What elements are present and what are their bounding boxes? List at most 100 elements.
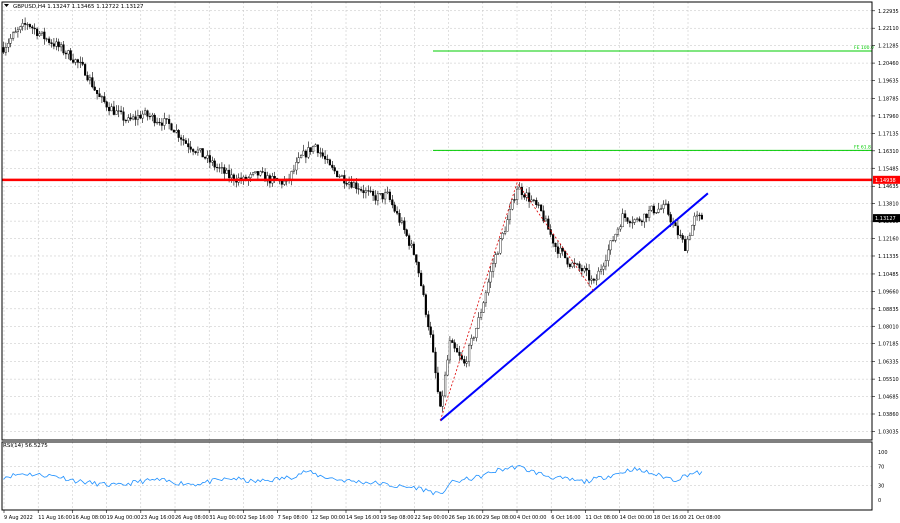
candle-body [580,268,583,272]
candle-body [631,222,634,224]
candle-body [151,114,154,117]
candle [295,157,298,175]
candle-body [194,151,197,153]
candle [45,37,48,42]
candle [624,210,627,222]
price-tick-label: 1.18785 [878,96,899,102]
candle [602,262,605,276]
candle-body [31,26,34,29]
candle-body [179,137,183,140]
candle [213,158,216,171]
candle-body [326,158,329,160]
candle-body [492,263,495,272]
candle-body [83,64,87,76]
candle-body [60,44,63,48]
candle-body [578,263,581,269]
candle [76,58,79,69]
candle-body [633,219,636,223]
candlestick-series [2,17,703,413]
candle-body [379,193,382,195]
candle [187,138,190,154]
candle-body [700,214,703,220]
candle [376,190,379,206]
candle-body [487,281,490,294]
candle [28,23,31,29]
candle [333,165,336,175]
candle-body [9,38,12,44]
time-tick-label: 11 Oct 08:00 [585,515,618,521]
candle-body [283,180,286,185]
candle [424,293,427,318]
candle-body [655,212,658,214]
candle-body [100,96,103,98]
candle [165,118,168,125]
candle [477,312,480,329]
candle-body [556,246,559,254]
candle-body [660,208,663,210]
candle [470,334,473,350]
candle-body [350,182,353,188]
candle [508,203,511,225]
candle [31,24,34,34]
candle [40,31,43,36]
candle [36,27,39,40]
candle-body [427,314,430,328]
candle-body [302,150,305,156]
candle-body [369,190,372,192]
price-tick-label: 1.22935 [878,9,899,15]
candle [463,355,466,367]
candle-body [422,285,425,295]
candle-body [400,220,403,223]
candle-body [554,243,557,247]
candle [400,217,403,225]
price-tick-label: 1.11335 [878,254,899,260]
candle [331,160,334,171]
candle-body [48,38,51,43]
rsi-level-label: 100 [878,450,888,456]
candle-body [79,61,82,63]
candle-body [4,47,7,53]
time-tick-label: 26 Aug 08:00 [175,515,209,521]
candle-body [624,213,627,219]
candle-body [376,193,379,201]
candle-body [628,221,631,224]
candle-body [163,118,166,126]
current-price-label: 1.13127 [875,216,896,222]
candle [350,175,353,189]
candle [50,39,53,48]
candle-body [297,157,300,163]
candle [251,172,255,177]
candle-body [434,351,437,374]
candle-body [391,199,394,206]
candle [696,210,699,221]
candle [95,90,99,100]
candle [379,193,382,196]
candle-body [645,213,648,218]
candle-body [7,43,10,48]
candle-body [112,106,115,115]
candle [501,231,504,241]
candle [475,327,478,342]
candle-body [583,267,586,272]
candle [482,301,485,313]
candle [662,200,665,214]
candle [520,183,523,200]
candle [585,263,588,277]
price-tick-label: 1.03860 [878,412,899,418]
candle-body [340,175,343,177]
candle-body [511,199,514,210]
candle-body [446,359,449,376]
candle-body [681,235,684,240]
candle [160,117,163,131]
candle-body [688,235,691,240]
candle-body [316,144,319,154]
candle-body [544,218,547,222]
fib-extension-label: FE 100.0 [854,45,874,51]
candle-body [626,217,629,222]
candle [194,150,197,155]
candle-body [266,175,269,182]
candle [119,105,123,115]
candle [640,219,643,226]
candle [540,204,543,212]
candle-body [256,171,259,176]
